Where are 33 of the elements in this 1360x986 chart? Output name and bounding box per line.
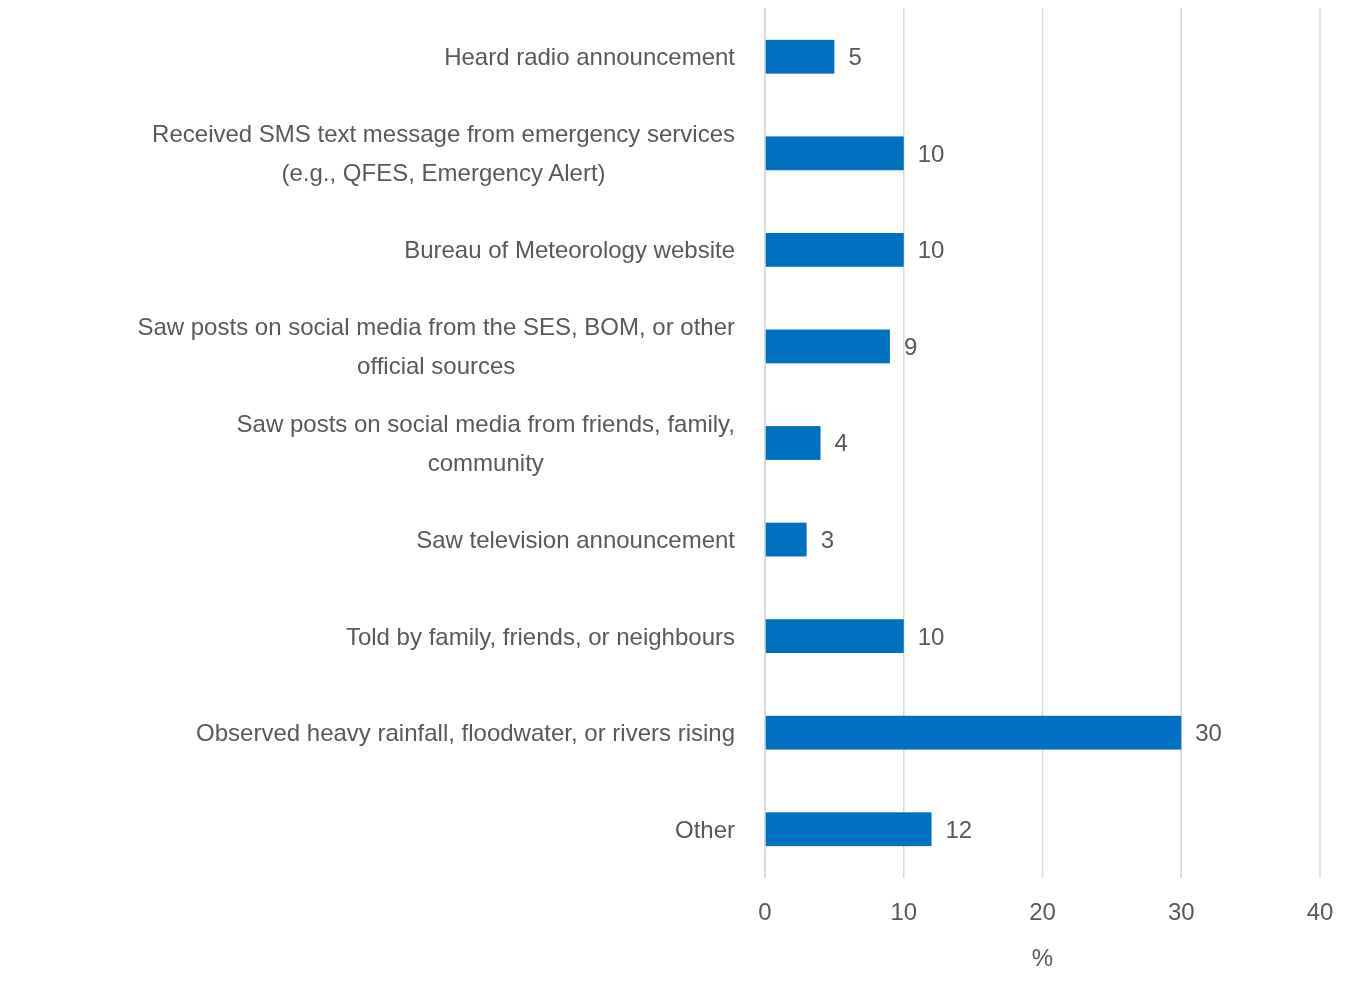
y-tick-label: Observed heavy rainfall, floodwater, or rivers rising — [196, 719, 735, 747]
x-axis-title: % — [1031, 944, 1054, 971]
x-tick-label: 10 — [890, 898, 918, 925]
y-tick-label: Saw posts on social media from the SES, BOM, or other official sources — [137, 313, 735, 380]
y-tick-label: Other — [674, 815, 735, 843]
data-label: 30 — [1195, 719, 1222, 747]
bar — [765, 619, 904, 654]
x-tick-label: 0 — [758, 898, 772, 925]
data-label: 3 — [820, 525, 834, 553]
bar — [765, 39, 835, 74]
data-label: 9 — [903, 332, 918, 360]
x-tick-label: 20 — [1029, 898, 1056, 925]
data-label: 10 — [917, 622, 945, 650]
data-label: 10 — [917, 236, 945, 264]
y-tick-label: Told by family, friends, or neighbours — [345, 622, 735, 650]
x-tick-label: 40 — [1306, 898, 1334, 925]
bar — [765, 136, 904, 171]
bar — [765, 812, 932, 847]
data-label: 12 — [945, 815, 973, 843]
y-tick-label: Received SMS text message from emergency services (e.g., QFES, Emergency Alert) — [152, 120, 736, 187]
y-tick-label: Bureau of Meteorology website — [404, 236, 735, 264]
bar — [765, 522, 807, 557]
bar — [765, 329, 890, 364]
y-tick-label: Saw posts on social media from friends, family, community — [236, 409, 736, 476]
bar — [765, 426, 821, 460]
bar — [765, 715, 1182, 750]
data-label: 5 — [848, 43, 862, 71]
y-tick-label: Heard radio announcement — [444, 43, 736, 71]
data-label: 10 — [917, 139, 945, 167]
bar — [765, 232, 904, 267]
data-label: 4 — [834, 429, 848, 457]
x-tick-label: 30 — [1167, 898, 1195, 925]
y-tick-label: Saw television announcement — [416, 525, 736, 553]
